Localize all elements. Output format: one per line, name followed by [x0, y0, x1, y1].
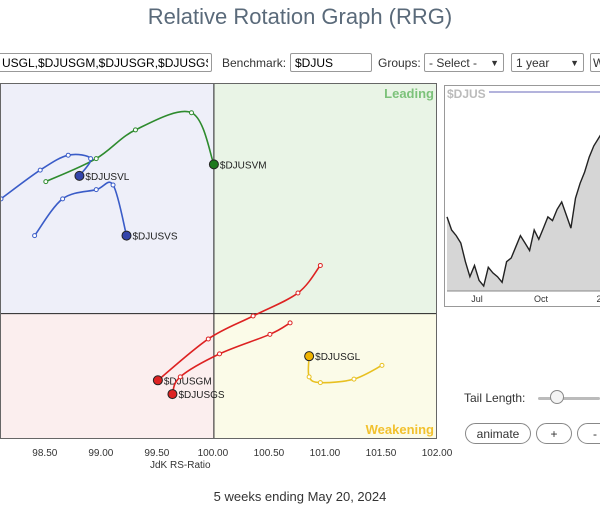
series-tail-point	[38, 168, 42, 172]
series-tail-point	[307, 375, 311, 379]
series-tail-point	[218, 352, 222, 356]
series-tail-point	[111, 183, 115, 187]
quadrant-label-weakening: Weakening	[366, 422, 434, 437]
series-head-point[interactable]	[209, 160, 218, 169]
series-label: $DJUSVM	[220, 160, 267, 171]
symbols-input[interactable]	[0, 53, 212, 72]
series-tail-point	[94, 188, 98, 192]
quadrant-weakening	[214, 314, 437, 439]
series-tail-point	[94, 157, 98, 161]
x-tick-label: 102.00	[422, 448, 453, 459]
series-tail-point	[251, 314, 255, 318]
series-head-point[interactable]	[75, 171, 84, 180]
series-label: $DJUSGS	[178, 390, 224, 401]
series-tail-point	[33, 234, 37, 238]
quadrant-improving	[1, 84, 214, 314]
period-select[interactable]: 1 year ▼	[511, 53, 584, 72]
series-head-point[interactable]	[122, 231, 131, 240]
x-tick-label: 98.50	[32, 448, 57, 459]
x-tick-label: 99.50	[144, 448, 169, 459]
chevron-down-icon: ▼	[490, 58, 499, 68]
series-head-point[interactable]	[168, 390, 177, 399]
x-tick-label: 101.00	[310, 448, 341, 459]
quadrant-label-leading: Leading	[384, 86, 434, 101]
minus-button[interactable]: -	[577, 423, 600, 444]
groups-select-value: - Select -	[429, 56, 477, 70]
period-select-value: 1 year	[516, 56, 549, 70]
benchmark-label: Benchmark:	[222, 56, 286, 70]
series-tail-point	[66, 153, 70, 157]
series-tail-point	[288, 321, 292, 325]
series-tail-point	[380, 363, 384, 367]
tail-length-label: Tail Length:	[464, 391, 525, 405]
groups-select[interactable]: - Select - ▼	[424, 53, 504, 72]
series-label: $DJUSVS	[132, 232, 177, 243]
extra-select[interactable]: W	[590, 53, 600, 72]
benchmark-price-chart: $DJUS Jul Oct 2	[445, 86, 600, 306]
x-axis-label: JdK RS-Ratio	[150, 460, 211, 471]
series-tail-point	[44, 180, 48, 184]
series-head-point[interactable]	[305, 352, 314, 361]
animate-button[interactable]: animate	[465, 423, 531, 444]
series-tail-point	[89, 157, 93, 161]
x-tick-label: 99.00	[88, 448, 113, 459]
series-tail-point	[352, 377, 356, 381]
x-axis-ticks: 98.50 99.00 99.50 100.00 100.50 101.00 101.50 1…	[0, 448, 440, 462]
series-label: $DJUSGM	[164, 376, 212, 387]
series-label: $DJUSVL	[85, 172, 129, 183]
price-x-tick-label: Oct	[534, 294, 549, 304]
rrg-chart: Leading Weakening $DJUSVM $DJUSVL $DJUSVS $…	[0, 83, 437, 439]
x-tick-label: 101.50	[366, 448, 397, 459]
x-tick-label: 100.00	[198, 448, 229, 459]
series-tail-point	[189, 111, 193, 115]
series-tail-point	[133, 128, 137, 132]
plus-button[interactable]: +	[536, 423, 572, 444]
series-tail-point	[206, 337, 210, 341]
tail-length-slider-handle[interactable]	[550, 390, 564, 404]
series-tail-point	[296, 291, 300, 295]
price-x-tick-label: 2	[596, 294, 600, 304]
series-head-point[interactable]	[153, 376, 162, 385]
benchmark-input[interactable]	[290, 53, 372, 72]
price-x-tick-label: Jul	[471, 294, 483, 304]
page-title: Relative Rotation Graph (RRG)	[0, 4, 600, 30]
groups-label: Groups:	[378, 56, 421, 70]
benchmark-price-panel: $DJUS Jul Oct 2	[444, 85, 600, 307]
chevron-down-icon: ▼	[570, 58, 579, 68]
series-tail-point	[61, 197, 65, 201]
series-tail-point	[318, 381, 322, 385]
series-label: $DJUSGL	[315, 352, 360, 363]
x-tick-label: 100.50	[254, 448, 285, 459]
series-tail-point	[318, 263, 322, 267]
benchmark-price-label: $DJUS	[447, 87, 486, 101]
series-tail-point	[268, 332, 272, 336]
series-tail-point	[0, 197, 3, 201]
quadrant-leading	[214, 84, 437, 314]
extra-select-value: W	[593, 56, 600, 70]
benchmark-price-area	[447, 131, 600, 291]
tail-length-slider-track[interactable]	[538, 397, 600, 400]
price-layer: Jul Oct 2	[447, 92, 600, 304]
series-tail-point	[178, 375, 182, 379]
date-range-caption: 5 weeks ending May 20, 2024	[0, 489, 600, 504]
